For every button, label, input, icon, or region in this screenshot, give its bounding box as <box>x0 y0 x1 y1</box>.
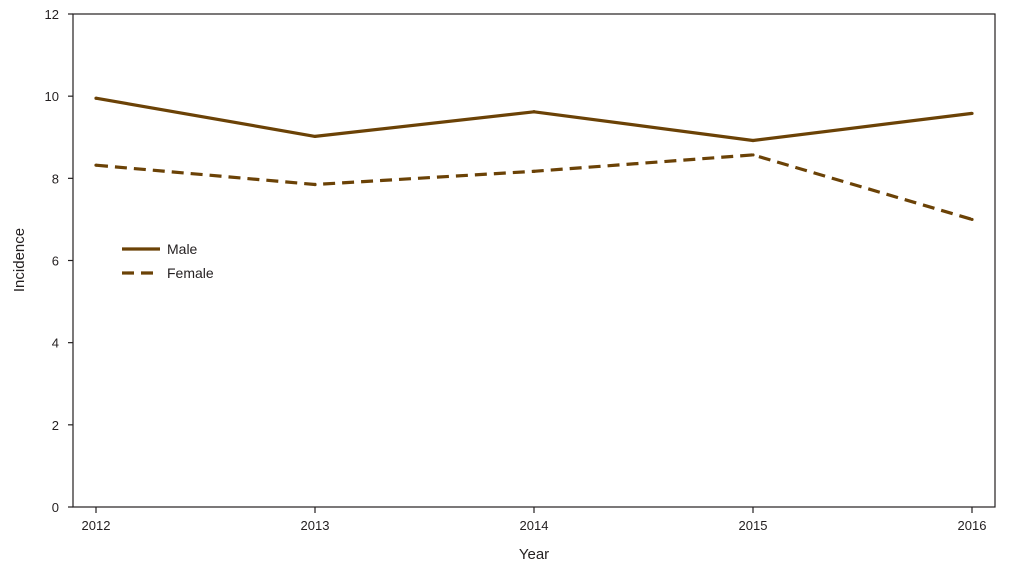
data-point-male <box>970 111 974 116</box>
y-tick-label: 8 <box>52 171 59 186</box>
data-point-female <box>970 217 974 222</box>
y-axis-title: Incidence <box>11 228 28 292</box>
y-tick-label: 12 <box>45 7 59 22</box>
data-point-male <box>532 110 536 114</box>
x-tick-label: 2015 <box>739 518 768 533</box>
data-point-female <box>94 163 98 167</box>
x-tick-label: 2012 <box>82 518 111 533</box>
x-tick-label: 2016 <box>958 518 987 533</box>
series-lines <box>94 96 974 222</box>
data-point-male <box>94 96 98 100</box>
data-point-female <box>751 153 755 157</box>
legend-label-female: Female <box>167 265 214 281</box>
legend-label-male: Male <box>167 241 198 257</box>
x-tick-label: 2014 <box>520 518 549 533</box>
y-tick-label: 10 <box>45 89 59 104</box>
y-tick-label: 4 <box>52 336 59 351</box>
y-tick-label: 0 <box>52 500 59 515</box>
y-axis-ticks: 0 2 4 6 8 10 12 <box>45 7 73 515</box>
data-point-female <box>532 169 536 173</box>
x-axis-title: Year <box>519 546 549 563</box>
x-tick-label: 2013 <box>301 518 330 533</box>
data-point-female <box>313 182 317 187</box>
x-axis-ticks: 2012 2013 2014 2015 2016 <box>82 507 987 533</box>
data-point-male <box>313 134 317 139</box>
y-tick-label: 2 <box>52 418 59 433</box>
y-tick-label: 6 <box>52 254 59 269</box>
legend: Male Female <box>122 241 214 281</box>
data-point-male <box>751 138 755 143</box>
